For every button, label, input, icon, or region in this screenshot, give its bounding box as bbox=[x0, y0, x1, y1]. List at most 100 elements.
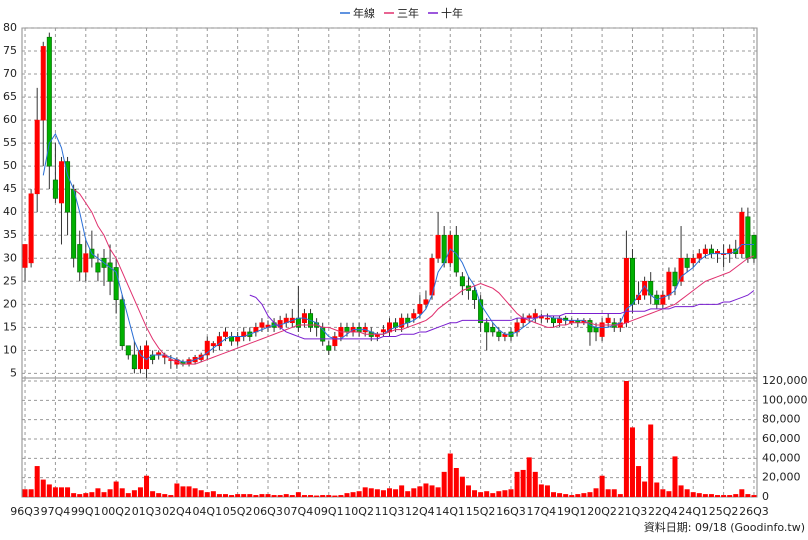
volume-bar bbox=[575, 494, 581, 497]
candle-body bbox=[593, 327, 599, 333]
volume-bar bbox=[241, 494, 247, 497]
volume-bar bbox=[150, 491, 156, 497]
x-tick-label: 22Q4 bbox=[648, 505, 678, 518]
volume-bar bbox=[496, 491, 502, 497]
candle-body bbox=[222, 331, 228, 337]
x-tick-label: 06Q3 bbox=[253, 505, 283, 518]
volume-bar bbox=[46, 484, 52, 497]
volume-bar bbox=[247, 494, 253, 497]
y2-tick-label: 20,000 bbox=[762, 471, 801, 484]
volume-bar bbox=[326, 495, 332, 497]
volume-bar bbox=[739, 489, 745, 497]
candle-body bbox=[125, 345, 131, 356]
candle-body bbox=[702, 248, 708, 254]
volume-bar bbox=[593, 488, 599, 497]
ma-line bbox=[42, 132, 754, 363]
volume-bar bbox=[672, 456, 678, 497]
volume-bar bbox=[745, 494, 751, 497]
volume-bar bbox=[441, 471, 447, 497]
volume-bar bbox=[320, 495, 326, 497]
candle-body bbox=[65, 161, 71, 213]
y-tick-label: 15 bbox=[3, 320, 17, 333]
volume-bar bbox=[356, 491, 362, 497]
x-tick-label: 21Q3 bbox=[618, 505, 648, 518]
volume-bar bbox=[101, 492, 107, 497]
candle-body bbox=[472, 290, 478, 301]
volume-bar bbox=[380, 490, 386, 497]
y-tick-label: 70 bbox=[3, 67, 17, 80]
volume-bar bbox=[22, 489, 28, 497]
volume-bar bbox=[144, 475, 150, 497]
x-tick-label: 16Q3 bbox=[496, 505, 526, 518]
y-tick-label: 45 bbox=[3, 182, 17, 195]
legend-label: 三年 bbox=[397, 6, 419, 20]
volume-bar bbox=[569, 495, 575, 497]
volume-bar bbox=[721, 495, 727, 497]
candle-body bbox=[678, 257, 684, 282]
volume-bar bbox=[605, 489, 611, 497]
x-tick-label: 17Q4 bbox=[527, 505, 557, 518]
y2-tick-label: 40,000 bbox=[762, 451, 801, 464]
volume-bar bbox=[253, 495, 259, 497]
candle-body bbox=[235, 336, 241, 342]
volume-bar bbox=[478, 492, 484, 497]
volume-bar bbox=[83, 493, 89, 497]
candle-body bbox=[380, 329, 386, 333]
y-tick-label: 25 bbox=[3, 274, 17, 287]
volume-bar bbox=[210, 491, 216, 497]
volume-bar bbox=[532, 471, 538, 497]
volume-bar bbox=[58, 487, 64, 497]
volume-bar bbox=[216, 494, 222, 497]
candle-body bbox=[666, 271, 672, 296]
candle-body bbox=[745, 216, 751, 259]
candle-body bbox=[751, 234, 757, 259]
candle-body bbox=[435, 234, 441, 259]
volume-bar bbox=[751, 495, 757, 497]
x-tick-label: 10Q2 bbox=[344, 505, 374, 518]
volume-bar bbox=[393, 489, 399, 497]
volume-bar bbox=[308, 495, 314, 497]
volume-bar bbox=[180, 486, 186, 497]
x-tick-label: 24Q1 bbox=[678, 505, 708, 518]
candle-body bbox=[411, 313, 417, 319]
volume-bar bbox=[733, 494, 739, 497]
candle-body bbox=[629, 257, 635, 305]
volume-bar bbox=[119, 488, 125, 497]
x-tick-label: 00Q2 bbox=[101, 505, 131, 518]
volume-bar bbox=[611, 489, 617, 497]
volume-bar bbox=[137, 487, 143, 497]
y2-tick-label: 100,000 bbox=[762, 393, 808, 406]
y2-tick-label: 120,000 bbox=[762, 374, 808, 387]
volume-bar bbox=[617, 494, 623, 497]
volume-bar bbox=[678, 485, 684, 497]
candle-body bbox=[34, 119, 40, 195]
candle-body bbox=[459, 276, 465, 287]
volume-bar bbox=[642, 481, 648, 497]
y-tick-label: 10 bbox=[3, 343, 17, 356]
volume-bar bbox=[125, 493, 131, 497]
x-tick-label: 19Q1 bbox=[557, 505, 587, 518]
volume-bar bbox=[490, 493, 496, 497]
candle-body bbox=[423, 299, 429, 305]
y2-tick-label: 80,000 bbox=[762, 413, 801, 426]
volume-bar bbox=[727, 495, 733, 497]
volume-bar bbox=[629, 427, 635, 497]
ma-line bbox=[249, 290, 755, 340]
volume-bar bbox=[52, 487, 58, 497]
volume-bar bbox=[411, 488, 417, 497]
y-tick-label: 50 bbox=[3, 159, 17, 172]
x-tick-label: 04Q1 bbox=[192, 505, 222, 518]
candle-body bbox=[83, 253, 89, 273]
candle-body bbox=[690, 257, 696, 264]
volume-bar bbox=[423, 483, 429, 497]
y2-tick-label: 60,000 bbox=[762, 432, 801, 445]
volume-bar bbox=[259, 494, 265, 497]
candle-body bbox=[137, 350, 143, 370]
candle-body bbox=[708, 248, 714, 254]
volume-bar bbox=[265, 494, 271, 497]
volume-bar bbox=[28, 489, 34, 497]
volume-bar bbox=[192, 488, 198, 497]
volume-bar bbox=[544, 485, 550, 497]
volume-bar bbox=[696, 493, 702, 497]
